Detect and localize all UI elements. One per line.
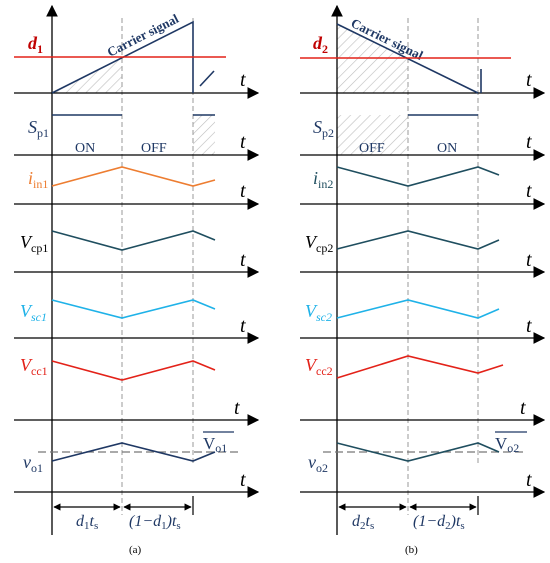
vsc-label-b: Vsc2: [305, 301, 332, 324]
t-label-b-1: t: [526, 69, 532, 91]
caption-b: (b): [405, 544, 418, 556]
panel-b: t t t t t t t Carrier signal d2 Sp2 OFF …: [300, 4, 546, 556]
dim1-label-b: d2ts: [352, 513, 374, 532]
iin-waveform-b: [336, 166, 500, 187]
vcc-waveform-b: [336, 355, 504, 379]
vcp-label-b: Vcp2: [305, 232, 333, 255]
vo-waveform-a: [51, 442, 216, 462]
carrier-signal-a: [51, 20, 194, 94]
off-label-a: OFF: [141, 141, 167, 156]
iin-label-b: iin2: [313, 168, 333, 191]
t-label-a-2: t: [240, 131, 246, 153]
vcc-label-b: Vcc2: [305, 355, 333, 378]
dim2-label-b: (1−d2)ts: [413, 513, 465, 532]
dim1-label-a: d1ts: [76, 513, 98, 532]
iin-label-a: iin1: [28, 168, 48, 191]
carrier-label-a: Carrier signal: [105, 11, 182, 60]
duty-label-b: d2: [313, 33, 328, 56]
on-label-b: ON: [437, 141, 457, 156]
dim2-label-a: (1−d1)ts: [129, 513, 181, 532]
t-label-a-6: t: [234, 397, 240, 419]
vo-avg-label-a: Vo1: [203, 434, 227, 455]
t-label-a-1: t: [240, 69, 246, 91]
sp-hatch-a: [193, 115, 215, 155]
t-label-b-6: t: [520, 397, 526, 419]
sp-hatch-b: [337, 115, 408, 155]
off-label-b: OFF: [359, 141, 385, 156]
vo-label-b: vo2: [308, 452, 328, 475]
vsc-waveform-b: [336, 299, 500, 319]
sp-label-b: Sp2: [313, 117, 334, 140]
duty-label-a: d1: [28, 33, 43, 56]
t-label-a-7: t: [240, 469, 246, 491]
iin-waveform-a: [51, 166, 216, 187]
vsc-label-a: Vsc1: [20, 301, 47, 324]
vcp-waveform-b: [336, 230, 500, 250]
panel-a: t t t t t t t Carrier signal d1 Sp1 ON O…: [14, 4, 260, 556]
vsc-waveform-a: [51, 299, 216, 319]
t-label-b-5: t: [526, 315, 532, 337]
t-label-b-3: t: [526, 180, 532, 202]
t-label-a-4: t: [240, 249, 246, 271]
sp-label-a: Sp1: [28, 117, 49, 140]
vo-label-a: vo1: [23, 452, 43, 475]
vo-waveform-b: [336, 442, 500, 462]
caption-a: (a): [129, 544, 142, 556]
vcc-waveform-a: [51, 360, 216, 381]
t-label-b-4: t: [526, 249, 532, 271]
vo-avg-label-b: Vo2: [495, 434, 519, 455]
vcc-label-a: Vcc1: [20, 355, 48, 378]
on-label-a: ON: [75, 141, 95, 156]
t-label-a-3: t: [240, 180, 246, 202]
vcp-waveform-a: [51, 230, 216, 251]
t-label-b-2: t: [526, 131, 532, 153]
t-label-a-5: t: [240, 315, 246, 337]
t-label-b-7: t: [526, 469, 532, 491]
carrier-signal-a-restart: [199, 70, 215, 87]
vcp-label-a: Vcp1: [20, 232, 48, 255]
